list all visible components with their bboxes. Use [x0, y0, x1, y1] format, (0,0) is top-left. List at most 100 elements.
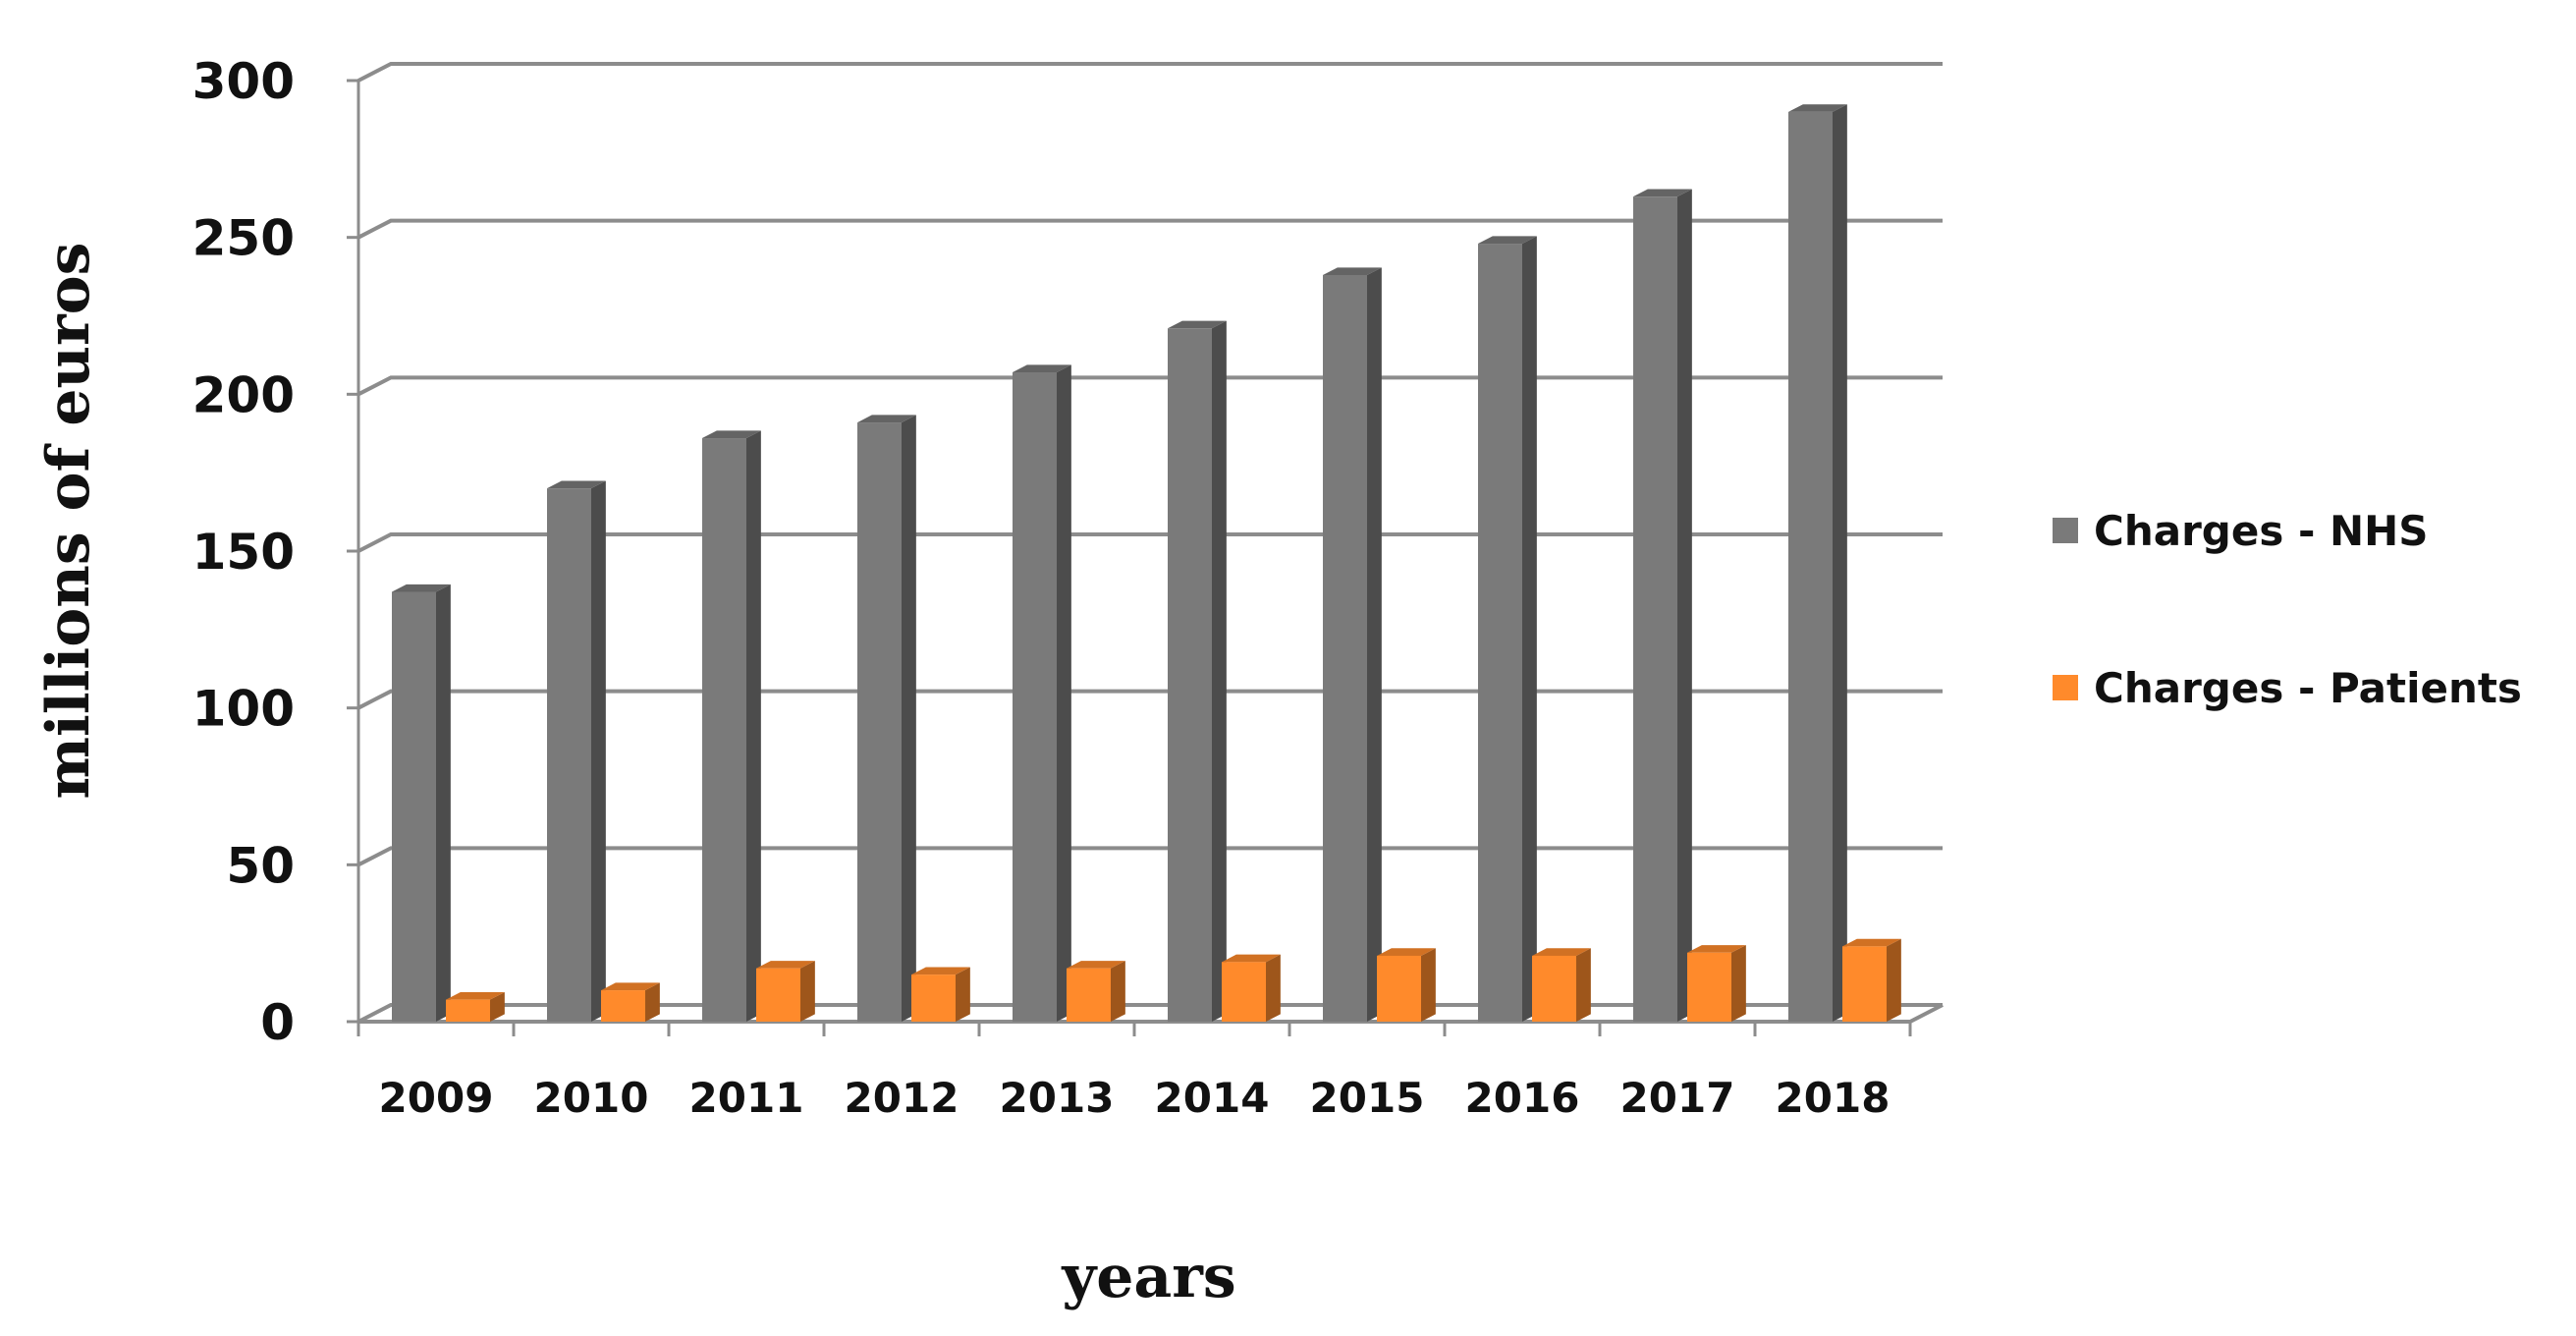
bar-front — [1222, 962, 1266, 1022]
x-tick-label: 2013 — [1000, 1074, 1115, 1122]
bar-top — [392, 584, 451, 592]
bar-side — [1731, 945, 1746, 1022]
bar-nhs-2017 — [1633, 189, 1692, 1023]
bar-front — [1323, 274, 1367, 1022]
bar-side — [1833, 104, 1847, 1023]
y-tick-label: 150 — [192, 524, 295, 581]
bar-side — [1677, 189, 1692, 1023]
x-tick-label: 2014 — [1155, 1074, 1270, 1122]
bar-top — [1222, 954, 1281, 963]
bar-patients-2010 — [601, 982, 660, 1022]
bar-nhs-2014 — [1168, 320, 1227, 1023]
bar-front — [1633, 196, 1677, 1023]
bar-nhs-2010 — [547, 480, 606, 1023]
bar-patients-2014 — [1222, 954, 1281, 1022]
bar-patients-2012 — [911, 967, 970, 1022]
bar-nhs-2012 — [857, 415, 916, 1022]
bar-side — [800, 961, 815, 1022]
bar-patients-2011 — [756, 961, 815, 1022]
bar-nhs-2013 — [1013, 364, 1071, 1023]
gridline — [357, 375, 1943, 397]
gridlines — [347, 62, 1943, 1024]
bar-top — [1168, 320, 1227, 329]
x-tick-label: 2009 — [379, 1074, 494, 1122]
y-tick-label: 0 — [260, 994, 295, 1051]
bar-patients-2009 — [446, 991, 505, 1022]
bar-side — [645, 982, 660, 1022]
bar-front — [911, 974, 956, 1022]
bar-front — [601, 990, 645, 1022]
bar-patients-2017 — [1687, 945, 1746, 1022]
bar-front — [1687, 952, 1731, 1022]
gridline — [357, 689, 1943, 710]
bar-front — [1013, 371, 1057, 1023]
x-tick-label: 2018 — [1776, 1074, 1891, 1122]
bar-top — [1067, 961, 1125, 969]
bar-front — [756, 968, 800, 1022]
x-tick-label: 2012 — [845, 1074, 959, 1122]
bar-front — [1478, 244, 1522, 1022]
bar-side — [902, 415, 916, 1022]
x-axis-title: years — [1061, 1243, 1235, 1311]
bar-top — [911, 967, 970, 975]
y-tick-label: 200 — [192, 366, 295, 423]
gridline — [357, 218, 1943, 240]
bar-patients-2018 — [1842, 938, 1901, 1022]
x-tick-labels: 2009 2010 2011 2012 2013 2014 2015 2016 2017 2018 — [379, 1074, 1891, 1122]
bar-top — [756, 961, 815, 969]
bar-side — [1266, 954, 1281, 1022]
y-tick-label: 250 — [192, 210, 295, 267]
legend-label-patients: Charges - Patients — [2094, 664, 2522, 712]
bar-patients-2015 — [1377, 948, 1436, 1022]
bar-side — [490, 991, 505, 1022]
bar-top — [1323, 267, 1382, 275]
bar-front — [1842, 946, 1887, 1022]
gridline — [357, 532, 1943, 553]
legend-swatch-patients — [2053, 675, 2078, 700]
bar-front — [1532, 955, 1576, 1022]
bar-side — [1212, 320, 1227, 1023]
x-tick-label: 2010 — [534, 1074, 649, 1122]
bar-top — [702, 430, 761, 439]
bar-front — [857, 422, 902, 1022]
bar-front — [1377, 955, 1421, 1022]
bar-front — [1788, 111, 1833, 1022]
bar-side — [591, 480, 606, 1022]
y-axis-title: millions of euros — [34, 243, 103, 800]
bar-top — [1842, 938, 1901, 947]
y-tick-label: 300 — [192, 53, 295, 110]
bar-side — [1111, 961, 1125, 1022]
bar-side — [1576, 948, 1591, 1022]
bars — [392, 104, 1901, 1023]
legend-swatch-nhs — [2053, 518, 2078, 543]
legend-label-nhs: Charges - NHS — [2094, 507, 2429, 555]
bar-nhs-2015 — [1323, 267, 1382, 1022]
bar-side — [436, 584, 451, 1022]
bar-nhs-2016 — [1478, 236, 1537, 1023]
bar-nhs-2018 — [1788, 104, 1847, 1023]
bar-nhs-2009 — [392, 584, 451, 1022]
bar-top — [1478, 236, 1537, 245]
bar-side — [1367, 267, 1382, 1022]
x-tick-label: 2017 — [1620, 1074, 1735, 1122]
bar-top — [446, 991, 505, 1000]
bar-top — [1633, 189, 1692, 197]
bar-nhs-2011 — [702, 430, 761, 1022]
bar-side — [1887, 938, 1901, 1022]
bar-front — [392, 591, 436, 1022]
gridline — [357, 846, 1943, 867]
x-tick-label: 2011 — [689, 1074, 804, 1122]
bar-top — [1788, 104, 1847, 112]
bar-top — [1532, 948, 1591, 956]
bar-side — [746, 430, 761, 1022]
bar-side — [1057, 364, 1071, 1023]
legend: Charges - NHS Charges - Patients — [2053, 507, 2522, 712]
bar-front — [547, 488, 591, 1023]
bar-patients-2016 — [1532, 948, 1591, 1022]
y-tick-label: 100 — [192, 681, 295, 738]
y-tick-label: 50 — [226, 837, 295, 894]
bar-front — [702, 438, 746, 1022]
bar-side — [1522, 236, 1537, 1023]
bar-front — [1067, 968, 1111, 1022]
